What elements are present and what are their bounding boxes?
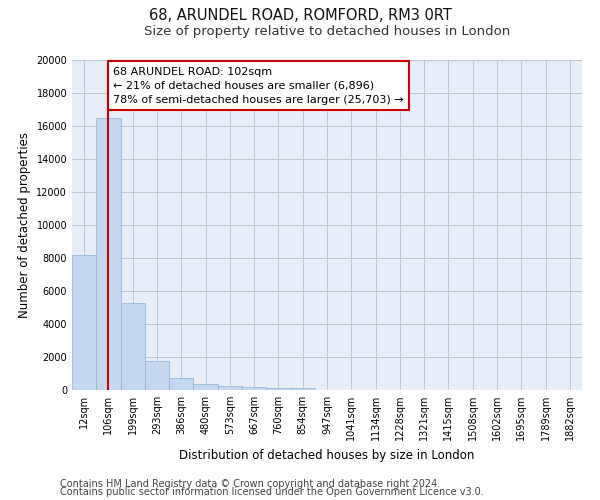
Bar bbox=[145, 361, 169, 390]
Bar bbox=[96, 118, 121, 390]
Y-axis label: Number of detached properties: Number of detached properties bbox=[18, 132, 31, 318]
Bar bbox=[121, 302, 145, 390]
X-axis label: Distribution of detached houses by size in London: Distribution of detached houses by size … bbox=[179, 448, 475, 462]
Text: Contains public sector information licensed under the Open Government Licence v3: Contains public sector information licen… bbox=[60, 487, 484, 497]
Bar bbox=[72, 254, 96, 390]
Bar bbox=[290, 388, 315, 390]
Text: 68, ARUNDEL ROAD, ROMFORD, RM3 0RT: 68, ARUNDEL ROAD, ROMFORD, RM3 0RT bbox=[149, 8, 451, 22]
Text: 68 ARUNDEL ROAD: 102sqm
← 21% of detached houses are smaller (6,896)
78% of semi: 68 ARUNDEL ROAD: 102sqm ← 21% of detache… bbox=[113, 66, 404, 104]
Bar bbox=[266, 388, 290, 390]
Bar bbox=[169, 378, 193, 390]
Bar bbox=[242, 386, 266, 390]
Bar bbox=[193, 384, 218, 390]
Bar bbox=[218, 386, 242, 390]
Text: Contains HM Land Registry data © Crown copyright and database right 2024.: Contains HM Land Registry data © Crown c… bbox=[60, 479, 440, 489]
Title: Size of property relative to detached houses in London: Size of property relative to detached ho… bbox=[144, 25, 510, 38]
